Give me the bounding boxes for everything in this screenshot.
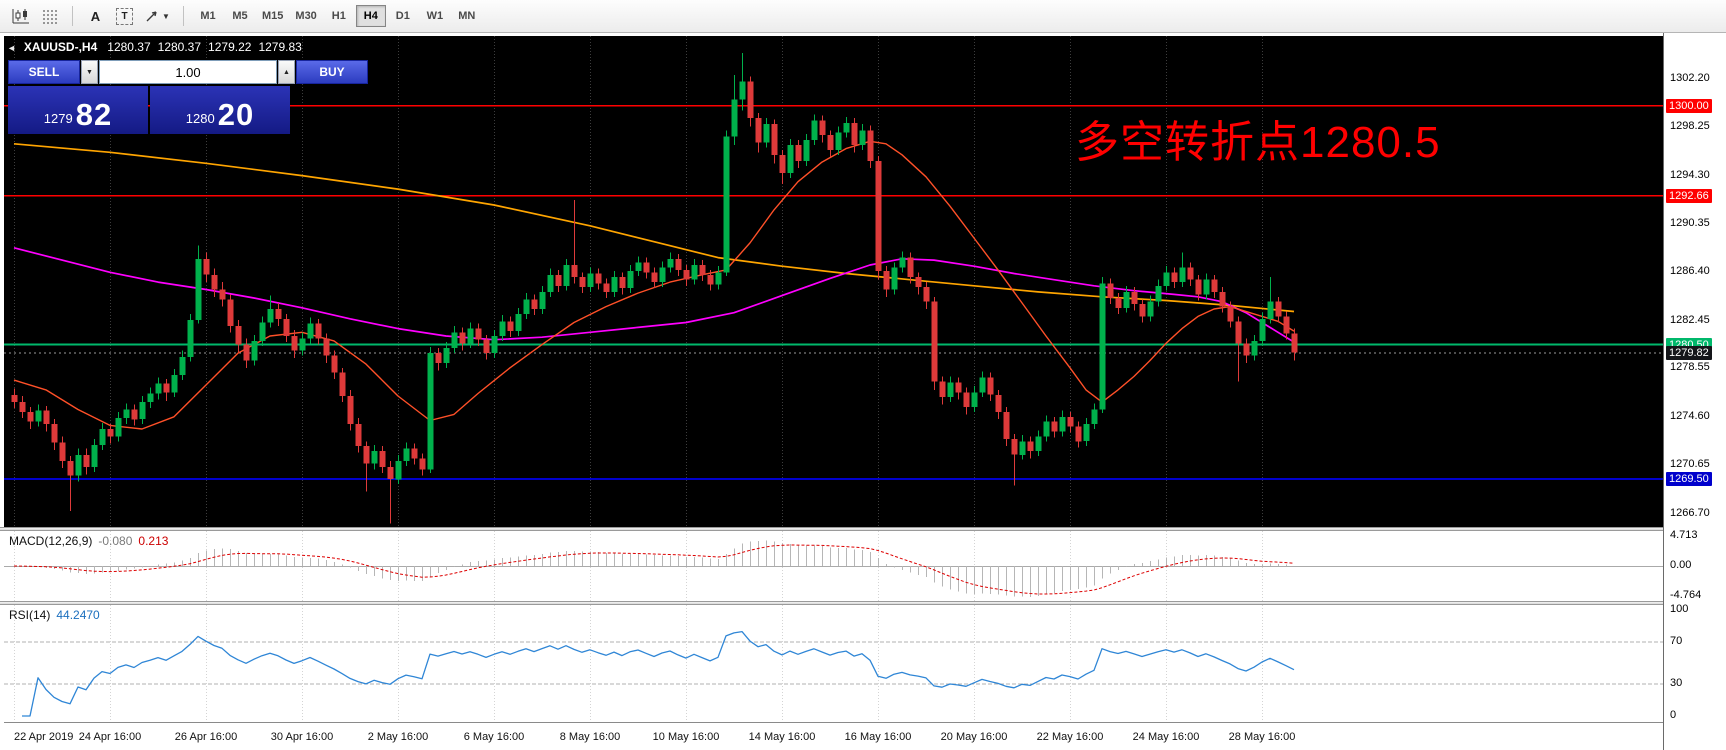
- volume-up-button[interactable]: ▲: [278, 60, 295, 84]
- axis-label: 1282.45: [1670, 313, 1710, 326]
- price-tag: 1269.50: [1666, 472, 1712, 487]
- macd-label: MACD(12,26,9) -0.080 0.213: [9, 534, 168, 548]
- axis-label: 4.713: [1670, 529, 1698, 542]
- axis-label: -4.764: [1670, 589, 1702, 602]
- text-tool-icon: A: [90, 8, 101, 24]
- timeframe-mn-button[interactable]: MN: [452, 5, 482, 27]
- rsi-value: 44.2470: [56, 608, 100, 622]
- macd-main-value: -0.080: [98, 534, 133, 548]
- panel-divider[interactable]: [0, 601, 1726, 605]
- rsi-label: RSI(14) 44.2470: [9, 608, 100, 622]
- arrow-tool-button[interactable]: ▼: [140, 4, 174, 28]
- arrow-tool-icon: [146, 11, 157, 22]
- macd-signal-value: 0.213: [138, 534, 169, 548]
- rsi-name: RSI(14): [9, 608, 51, 622]
- text-label-tool-icon: T: [116, 7, 133, 25]
- bid-price-display[interactable]: 1279 82: [8, 86, 148, 134]
- chart-type-button[interactable]: [7, 4, 34, 28]
- grid-lines-icon: [42, 10, 57, 24]
- bid-price-big: 82: [75, 97, 113, 132]
- timeframe-h4-button[interactable]: H4: [355, 5, 386, 27]
- axis-label: 1286.40: [1670, 265, 1710, 278]
- axis-label: 1278.55: [1670, 361, 1710, 374]
- grid-button[interactable]: [36, 4, 63, 28]
- axis-label: 0.00: [1670, 559, 1692, 571]
- sell-button[interactable]: SELL: [8, 60, 80, 84]
- chevron-down-icon: ▼: [86, 68, 93, 76]
- bid-price-small: 1279: [43, 111, 73, 126]
- axis-label: 1270.65: [1670, 458, 1710, 471]
- chart-header: ◄ XAUUSD-,H4 1280.37 1280.37 1279.22 1279.83: [7, 40, 309, 54]
- timeframe-m5-button[interactable]: M5: [225, 5, 255, 27]
- time-label: 14 May 16:00: [748, 731, 816, 743]
- axis-label: 30: [1670, 677, 1683, 690]
- time-axis[interactable]: 22 Apr 2019 24 Apr 16:00 26 Apr 16:00 30 Ap…: [4, 722, 1663, 750]
- ohlc-low: 1279.22: [208, 40, 252, 54]
- axis-label: 1298.25: [1670, 120, 1710, 133]
- time-label: 20 May 16:00: [940, 731, 1008, 743]
- price-axis[interactable]: 1302.20 1298.25 1294.30 1290.35 1286.40 1282.…: [1663, 33, 1726, 750]
- time-label: 2 May 16:00: [367, 731, 429, 743]
- time-label: 16 May 16:00: [844, 731, 912, 743]
- axis-label: 100: [1670, 603, 1689, 615]
- time-label: 30 Apr 16:00: [270, 731, 334, 743]
- symbol-period-label: XAUUSD-,H4: [23, 40, 98, 54]
- axis-label: 1302.20: [1670, 71, 1710, 84]
- text-label-tool-button[interactable]: T: [111, 4, 138, 28]
- time-label: 24 May 16:00: [1132, 731, 1200, 743]
- time-label: 6 May 16:00: [463, 731, 525, 743]
- collapse-arrow-icon[interactable]: ◄: [7, 43, 16, 53]
- timeframe-m1-button[interactable]: M1: [193, 5, 223, 27]
- volume-dropdown-button[interactable]: ▼: [81, 60, 98, 84]
- ask-price-display[interactable]: 1280 20: [150, 86, 290, 134]
- ask-price-big: 20: [217, 97, 255, 132]
- time-label: 24 Apr 16:00: [78, 731, 142, 743]
- text-tool-button[interactable]: A: [82, 4, 109, 28]
- timeframe-buttons: M1 M5 M15 M30 H1 H4 D1 W1 MN: [192, 5, 483, 27]
- time-label: 28 May 16:00: [1228, 731, 1296, 743]
- price-tag: 1279.82: [1666, 345, 1712, 360]
- axis-label: 0: [1670, 709, 1677, 721]
- rsi-canvas[interactable]: [4, 605, 1663, 722]
- volume-input[interactable]: [99, 60, 277, 84]
- timeframe-h1-button[interactable]: H1: [324, 5, 354, 27]
- axis-label: 1294.30: [1670, 168, 1710, 181]
- time-label: 10 May 16:00: [652, 731, 720, 743]
- axis-label: 70: [1670, 634, 1683, 647]
- timeframe-m15-button[interactable]: M15: [257, 5, 288, 27]
- price-tag: 1300.00: [1666, 98, 1712, 113]
- toolbar: A T ▼ M1 M5 M15 M30 H1 H4 D1 W1 MN: [0, 0, 1726, 33]
- ohlc-open: 1280.37: [107, 40, 151, 54]
- ohlc-high: 1280.37: [157, 40, 202, 54]
- chevron-up-icon: ▲: [283, 68, 290, 76]
- axis-label: 1274.60: [1670, 409, 1710, 422]
- timeframe-m30-button[interactable]: M30: [290, 5, 321, 27]
- annotation-text: 多空转折点1280.5: [1075, 118, 1441, 167]
- time-label: 8 May 16:00: [559, 731, 621, 743]
- toolbar-separator: [183, 6, 184, 26]
- price-tag: 1292.66: [1666, 188, 1712, 203]
- candlestick-chart-icon: [12, 9, 29, 24]
- timeframe-w1-button[interactable]: W1: [420, 5, 450, 27]
- macd-name: MACD(12,26,9): [9, 534, 93, 548]
- axis-label: 1266.70: [1670, 506, 1710, 519]
- ask-price-small: 1280: [185, 111, 215, 126]
- buy-button[interactable]: BUY: [296, 60, 368, 84]
- macd-canvas[interactable]: [4, 531, 1663, 601]
- toolbar-separator: [72, 6, 73, 26]
- ohlc-close: 1279.83: [258, 40, 302, 54]
- timeframe-d1-button[interactable]: D1: [388, 5, 418, 27]
- time-label: 22 Apr 2019: [14, 731, 74, 743]
- time-label: 22 May 16:00: [1036, 731, 1104, 743]
- panel-divider[interactable]: [0, 527, 1726, 531]
- one-click-trading-panel: SELL ▼ ▲ BUY 1279 82 1280 20: [8, 60, 368, 134]
- axis-label: 1290.35: [1670, 216, 1710, 229]
- dropdown-caret-icon: ▼: [162, 11, 170, 21]
- time-label: 26 Apr 16:00: [174, 731, 238, 743]
